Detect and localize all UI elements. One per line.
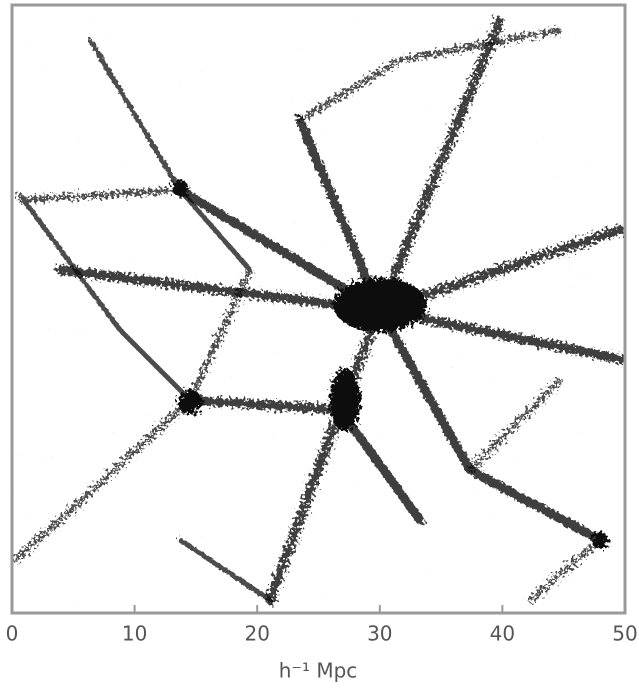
x-tick-label: 20 bbox=[244, 622, 269, 646]
filaments bbox=[12, 15, 625, 605]
x-tick-label: 10 bbox=[122, 622, 147, 646]
frame bbox=[10, 3, 627, 615]
x-tick-label: 40 bbox=[490, 622, 515, 646]
x-tick-label: 0 bbox=[6, 622, 19, 646]
x-tick-label: 30 bbox=[367, 622, 392, 646]
x-axis-label: h⁻¹ Mpc bbox=[279, 659, 358, 683]
x-tick-label: 50 bbox=[612, 622, 637, 646]
particle-field bbox=[12, 5, 625, 613]
